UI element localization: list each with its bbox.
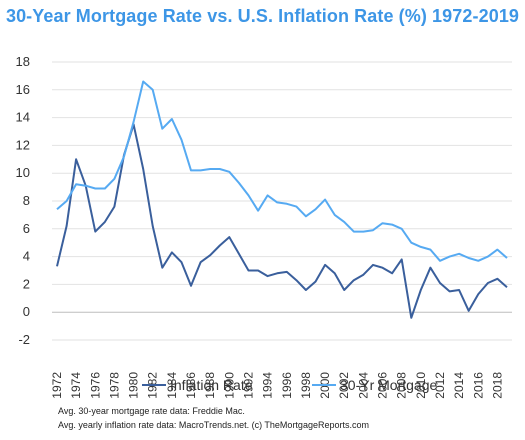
x-tick-label: 1988 [203,372,217,399]
x-tick-label: 1986 [184,372,198,399]
x-tick-label: 1990 [222,372,236,399]
x-tick-label: 2012 [433,372,447,399]
x-tick-label: 1978 [107,372,121,399]
series-lines [56,80,508,319]
y-tick-label: -2 [18,332,30,347]
legend: Inflation Rate 30-Yr Mortgage [142,377,437,393]
x-tick-label: 2006 [376,372,390,399]
legend-label: 30-Yr Mortgage [340,377,437,393]
legend-label: Inflation Rate [170,377,253,393]
x-tick-label: 2008 [395,372,409,399]
y-tick-label: 10 [16,165,30,180]
y-tick-label: 4 [23,249,30,264]
x-tick-label: 2010 [414,372,428,399]
x-tick-label: 1992 [241,372,255,399]
gridlines [52,61,512,341]
y-axis-ticks: -2 0 2 4 6 8 10 12 14 16 18 [16,54,30,347]
y-tick-label: 12 [16,137,30,152]
source-note-inflation: Avg. yearly inflation rate data: MacroTr… [58,420,369,430]
x-tick-label: 2018 [490,372,504,399]
x-tick-label: 2016 [471,372,485,399]
source-note-mortgage: Avg. 30-year mortgage rate data: Freddie… [58,406,245,416]
x-tick-label: 1980 [127,372,141,399]
y-tick-label: 8 [23,193,30,208]
x-tick-label: 1974 [69,372,83,399]
x-tick-label: 1976 [88,372,102,399]
y-tick-label: 2 [23,276,30,291]
y-tick-label: 14 [16,110,30,125]
series-line-30-yr-mortgage [56,80,508,262]
x-tick-label: 1972 [50,372,64,399]
x-axis-ticks: 1972 1974 1976 1978 1980 1982 1984 1986 1988 1990… [50,372,504,399]
y-tick-label: 18 [16,54,30,69]
x-tick-label: 1996 [280,372,294,399]
x-tick-label: 1994 [261,372,275,399]
x-tick-label: 1998 [299,372,313,399]
x-tick-label: 1984 [165,372,179,399]
y-tick-label: 6 [23,221,30,236]
y-tick-label: 0 [23,304,30,319]
x-tick-label: 2014 [452,372,466,399]
x-tick-label: 2004 [356,372,370,399]
y-tick-label: 16 [16,82,30,97]
chart-title: 30-Year Mortgage Rate vs. U.S. Inflation… [5,6,520,26]
x-tick-label: 2002 [337,372,351,399]
